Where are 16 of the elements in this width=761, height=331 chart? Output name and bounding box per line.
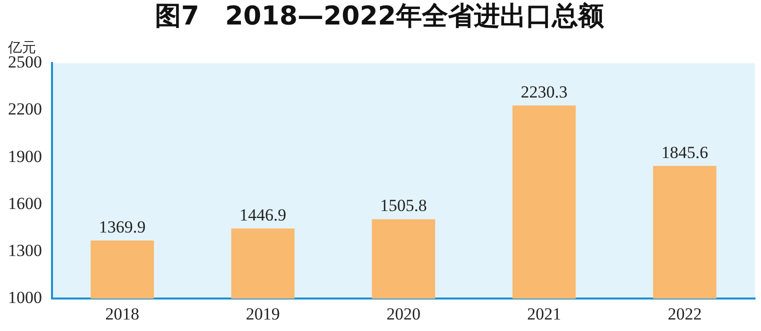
x-tick-label: 2022 xyxy=(668,304,702,324)
y-tick-label: 1000 xyxy=(8,288,42,308)
x-tick-label: 2019 xyxy=(246,304,280,324)
chart-title: 图7 2018—2022年全省进出口总额 xyxy=(155,1,605,32)
y-tick-label: 2200 xyxy=(8,100,42,119)
x-tick-label: 2020 xyxy=(386,304,420,324)
data-label: 1369.9 xyxy=(98,218,146,237)
data-label: 1446.9 xyxy=(240,205,286,224)
y-tick-label: 1900 xyxy=(8,146,42,166)
x-tick-label: 2021 xyxy=(527,304,562,324)
y-tick-label: 1600 xyxy=(8,194,42,213)
x-tick-label: 2018 xyxy=(105,304,140,324)
data-label: 1845.6 xyxy=(661,142,708,162)
data-label: 2230.3 xyxy=(520,82,568,102)
data-label: 1505.8 xyxy=(380,196,427,216)
y-tick-label: 1300 xyxy=(8,240,42,260)
